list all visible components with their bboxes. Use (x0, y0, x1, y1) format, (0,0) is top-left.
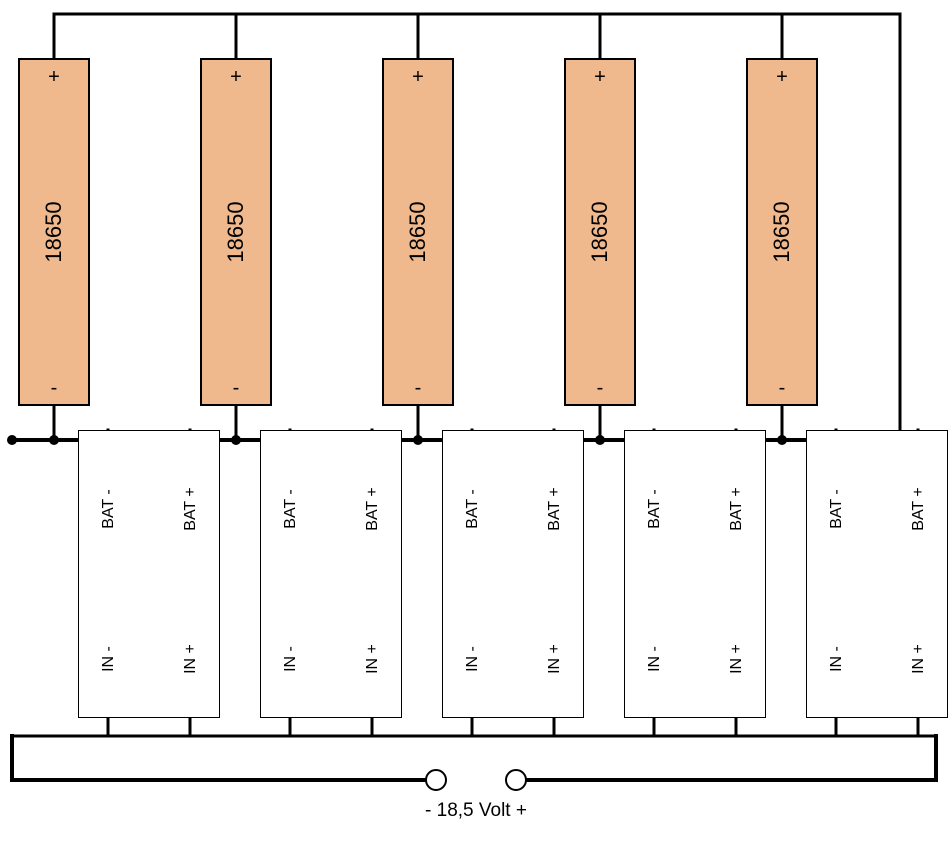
battery-negative-label: - (415, 377, 422, 400)
battery-positive-label: + (412, 66, 424, 89)
battery-negative-label: - (51, 377, 58, 400)
battery-cell: 18650 + - (746, 58, 818, 406)
battery-positive-label: + (230, 66, 242, 89)
module-pin-label: BAT - (464, 489, 482, 528)
battery-label: 18650 (41, 201, 67, 262)
battery-cell: 18650 + - (564, 58, 636, 406)
module-pin-label: IN - (100, 646, 118, 672)
charger-module: BAT - BAT + IN - IN + (260, 430, 402, 718)
battery-label: 18650 (405, 201, 431, 262)
charger-module: BAT - BAT + IN - IN + (78, 430, 220, 718)
charger-module: BAT - BAT + IN - IN + (624, 430, 766, 718)
battery-positive-label: + (594, 66, 606, 89)
module-pin-label: IN + (364, 644, 382, 674)
battery-positive-label: + (776, 66, 788, 89)
module-pin-label: IN - (282, 646, 300, 672)
module-pin-label: BAT - (100, 489, 118, 528)
battery-label: 18650 (769, 201, 795, 262)
module-pin-label: BAT - (282, 489, 300, 528)
module-pin-label: IN + (182, 644, 200, 674)
battery-label: 18650 (223, 201, 249, 262)
module-pin-label: BAT - (646, 489, 664, 528)
battery-cell: 18650 + - (382, 58, 454, 406)
module-pin-label: IN - (646, 646, 664, 672)
battery-negative-label: - (233, 377, 240, 400)
module-pin-label: BAT + (910, 487, 928, 530)
charger-module: BAT - BAT + IN - IN + (806, 430, 948, 718)
module-pin-label: IN - (464, 646, 482, 672)
battery-label: 18650 (587, 201, 613, 262)
module-pin-label: IN + (728, 644, 746, 674)
battery-cell: 18650 + - (18, 58, 90, 406)
module-pin-label: BAT - (828, 489, 846, 528)
module-pin-label: IN + (910, 644, 928, 674)
module-pin-label: BAT + (546, 487, 564, 530)
module-pin-label: IN - (828, 646, 846, 672)
battery-positive-label: + (48, 66, 60, 89)
circuit-diagram: 18650 + - 18650 + - 18650 + - 18650 + - 18650 + - BAT -… (0, 0, 952, 846)
battery-negative-label: - (779, 377, 786, 400)
output-voltage-label: - 18,5 Volt + (425, 800, 527, 822)
charger-module: BAT - BAT + IN - IN + (442, 430, 584, 718)
module-pin-label: IN + (546, 644, 564, 674)
module-pin-label: BAT + (728, 487, 746, 530)
battery-negative-label: - (597, 377, 604, 400)
battery-cell: 18650 + - (200, 58, 272, 406)
module-pin-label: BAT + (182, 487, 200, 530)
module-pin-label: BAT + (364, 487, 382, 530)
